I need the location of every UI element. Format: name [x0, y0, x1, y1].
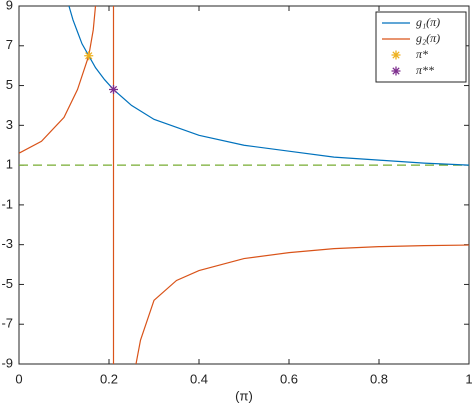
y-tick-label: -7 [1, 316, 13, 331]
legend-swatch [391, 66, 401, 76]
x-tick-label: 0.8 [370, 371, 388, 386]
y-tick-label: -3 [1, 236, 13, 251]
scatter-point [109, 85, 118, 95]
y-tick-label: 5 [6, 77, 13, 92]
y-tick-label: 3 [6, 117, 13, 132]
legend-label: π* [416, 47, 428, 61]
y-tick-label: 7 [6, 37, 13, 52]
y-tick-label: -5 [1, 276, 13, 291]
legend-label: π** [416, 63, 434, 77]
x-tick-label: 0.2 [100, 371, 118, 386]
legend-box [375, 11, 467, 83]
scatter-point [84, 51, 94, 61]
y-tick-label: 1 [6, 157, 13, 172]
series-line [19, 6, 469, 364]
y-tick-label: 9 [6, 0, 13, 12]
x-axis-label: (π) [235, 388, 253, 403]
x-tick-label: 0 [15, 371, 22, 386]
series-line [68, 6, 469, 166]
x-tick-label: 1 [465, 371, 472, 386]
plot-area [19, 6, 469, 364]
legend-label: g₂(π) [416, 31, 440, 45]
legend-swatch [391, 50, 401, 60]
y-tick-label: -9 [1, 355, 13, 370]
legend-label: g₁(π) [416, 15, 440, 29]
y-tick-label: -1 [1, 196, 13, 211]
x-tick-label: 0.6 [280, 371, 298, 386]
x-tick-label: 0.4 [190, 371, 208, 386]
